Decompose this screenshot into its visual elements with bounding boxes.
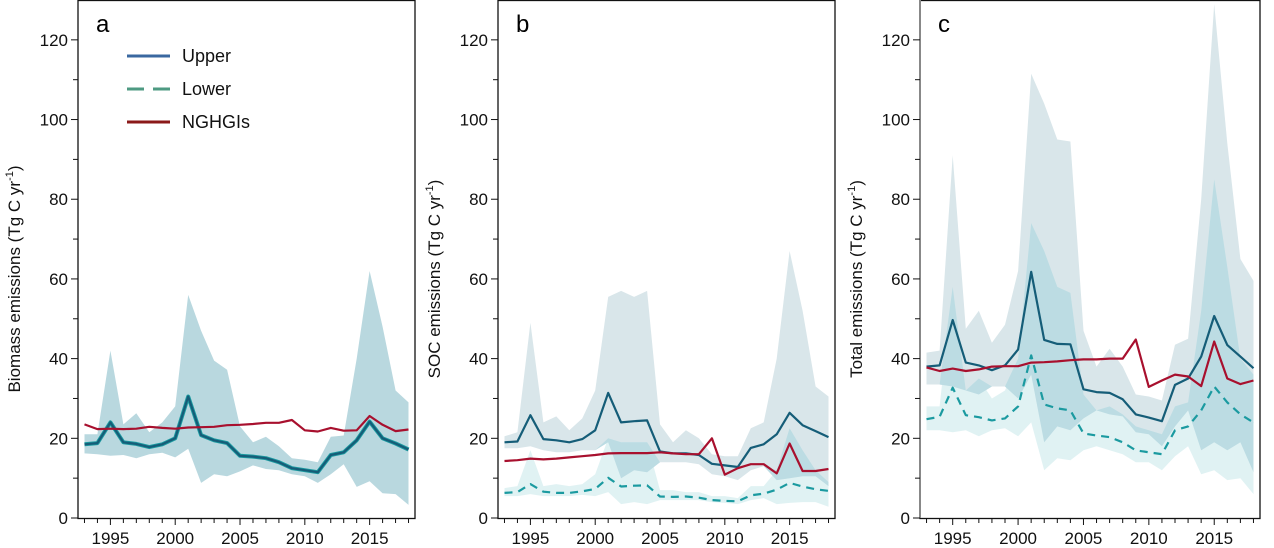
y-tick-label: 60 bbox=[469, 270, 488, 289]
y-tick-label: 40 bbox=[49, 350, 68, 369]
x-tick-label: 1995 bbox=[934, 529, 972, 548]
y-tick-label: 60 bbox=[49, 270, 68, 289]
panel-letter: c bbox=[938, 11, 950, 38]
series-nghgis-line bbox=[84, 414, 409, 433]
panel-c: 0 20 40 60 80 100 120 1995 2000 2005 2010 2015 Total… bbox=[846, 0, 1261, 548]
x-tick-label: 2015 bbox=[771, 529, 809, 548]
y-tick-label: 20 bbox=[49, 429, 68, 448]
y-tick-label: 20 bbox=[891, 429, 910, 448]
series-nghgis-line bbox=[926, 338, 1254, 388]
y-tick-label: 0 bbox=[901, 509, 910, 528]
y-tick-label: 120 bbox=[882, 31, 910, 50]
y-tick-label: 120 bbox=[40, 31, 68, 50]
x-tick-label: 2015 bbox=[1195, 529, 1233, 548]
series-lower-line bbox=[926, 354, 1255, 456]
x-tick-label: 2005 bbox=[641, 529, 679, 548]
x-tick-label: 2000 bbox=[576, 529, 614, 548]
y-tick-label: 0 bbox=[479, 509, 488, 528]
panel-b: 0 20 40 60 80 100 120 1995 2000 2005 2010 2015 SOC e… bbox=[424, 0, 836, 548]
x-tick-label: 2000 bbox=[999, 529, 1037, 548]
y-tick-label: 80 bbox=[891, 190, 910, 209]
panel-letter: b bbox=[516, 11, 529, 38]
y-tick-label: 100 bbox=[40, 111, 68, 130]
y-axis-label: SOC emissions (Tg C yr-1) bbox=[424, 180, 444, 379]
x-tick-label: 2005 bbox=[1065, 529, 1103, 548]
legend: Upper Lower NGHGIs bbox=[127, 46, 250, 132]
y-tick-label: 40 bbox=[469, 350, 488, 369]
x-tick-label: 2015 bbox=[351, 529, 389, 548]
band-upper-lower-range bbox=[84, 271, 409, 505]
panel-a: 0 20 40 60 80 100 120 1995 2000 2005 2010 2015 Bioma… bbox=[4, 0, 416, 548]
band-overlap bbox=[926, 179, 1254, 473]
x-tick-label: 1995 bbox=[91, 529, 129, 548]
x-tick-label: 2010 bbox=[1130, 529, 1168, 548]
legend-label-upper: Upper bbox=[182, 46, 231, 66]
series-nghgis-line bbox=[504, 437, 829, 476]
x-tick-label: 2010 bbox=[286, 529, 324, 548]
x-tick-label: 2010 bbox=[706, 529, 744, 548]
band-lower-range bbox=[504, 428, 829, 507]
y-tick-label: 0 bbox=[59, 509, 68, 528]
panel-letter: a bbox=[96, 11, 110, 38]
y-tick-label: 80 bbox=[49, 190, 68, 209]
series-upper-line bbox=[926, 270, 1255, 423]
y-tick-label: 100 bbox=[882, 111, 910, 130]
y-tick-label: 120 bbox=[460, 31, 488, 50]
series-upper-line bbox=[84, 395, 409, 474]
x-tick-label: 1995 bbox=[511, 529, 549, 548]
x-tick-label: 2000 bbox=[156, 529, 194, 548]
series-lower-line bbox=[504, 476, 829, 503]
y-tick-label: 40 bbox=[891, 350, 910, 369]
y-axis-label: Total emissions (Tg C yr-1) bbox=[846, 180, 866, 378]
band-upper-range bbox=[926, 4, 1254, 473]
plot-frame bbox=[77, 0, 416, 520]
y-axis-label: Biomass emissions (Tg C yr-1) bbox=[4, 165, 24, 392]
band-upper-range bbox=[504, 251, 829, 487]
x-tick-label: 2005 bbox=[221, 529, 259, 548]
plot-frame bbox=[497, 0, 836, 520]
legend-label-nghgis: NGHGIs bbox=[182, 112, 250, 132]
legend-label-lower: Lower bbox=[182, 79, 231, 99]
y-tick-label: 80 bbox=[469, 190, 488, 209]
y-tick-label: 20 bbox=[469, 429, 488, 448]
y-tick-label: 100 bbox=[460, 111, 488, 130]
y-tick-label: 60 bbox=[891, 270, 910, 289]
